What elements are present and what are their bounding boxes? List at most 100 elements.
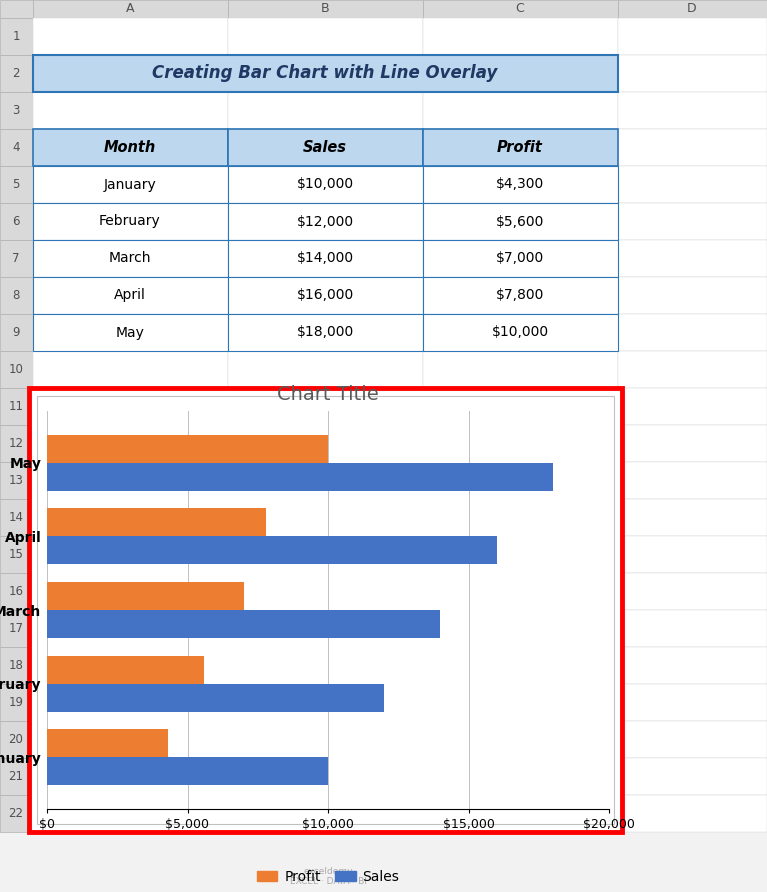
FancyBboxPatch shape [618, 314, 767, 351]
Bar [47, 610, 440, 638]
FancyBboxPatch shape [0, 573, 33, 610]
Text: Sales: Sales [303, 140, 347, 155]
FancyBboxPatch shape [0, 758, 33, 795]
Text: 1: 1 [12, 30, 20, 43]
Text: March: March [109, 252, 151, 266]
Text: February: February [99, 214, 161, 228]
FancyBboxPatch shape [0, 499, 33, 536]
FancyBboxPatch shape [228, 536, 423, 573]
FancyBboxPatch shape [423, 610, 618, 647]
FancyBboxPatch shape [0, 166, 33, 203]
Text: $10,000: $10,000 [492, 326, 548, 340]
FancyBboxPatch shape [618, 129, 767, 166]
FancyBboxPatch shape [33, 166, 228, 203]
FancyBboxPatch shape [33, 573, 228, 610]
FancyBboxPatch shape [423, 129, 618, 166]
Text: 19: 19 [8, 696, 24, 709]
FancyBboxPatch shape [228, 203, 423, 240]
FancyBboxPatch shape [33, 129, 228, 166]
FancyBboxPatch shape [228, 277, 423, 314]
Bar [47, 730, 168, 757]
Text: C: C [515, 3, 525, 15]
FancyBboxPatch shape [228, 240, 423, 277]
FancyBboxPatch shape [228, 388, 423, 425]
Text: $14,000: $14,000 [296, 252, 354, 266]
FancyBboxPatch shape [423, 314, 618, 351]
Text: 8: 8 [12, 289, 20, 302]
FancyBboxPatch shape [33, 758, 228, 795]
FancyBboxPatch shape [33, 240, 228, 277]
Bar [47, 656, 204, 683]
FancyBboxPatch shape [33, 18, 228, 55]
Bar [47, 434, 328, 463]
Text: exceldemy
EXCEL · DATA · BI: exceldemy EXCEL · DATA · BI [290, 867, 367, 887]
FancyBboxPatch shape [33, 499, 228, 536]
FancyBboxPatch shape [618, 92, 767, 129]
FancyBboxPatch shape [33, 795, 228, 832]
FancyBboxPatch shape [618, 388, 767, 425]
Bar [47, 536, 496, 565]
FancyBboxPatch shape [618, 425, 767, 462]
Title: Chart Title: Chart Title [277, 384, 379, 404]
FancyBboxPatch shape [423, 795, 618, 832]
FancyBboxPatch shape [423, 314, 618, 351]
FancyBboxPatch shape [618, 758, 767, 795]
FancyBboxPatch shape [0, 388, 33, 425]
FancyBboxPatch shape [33, 462, 228, 499]
FancyBboxPatch shape [33, 610, 228, 647]
FancyBboxPatch shape [33, 277, 228, 314]
Text: $18,000: $18,000 [296, 326, 354, 340]
FancyBboxPatch shape [33, 314, 228, 351]
FancyBboxPatch shape [423, 240, 618, 277]
FancyBboxPatch shape [0, 129, 33, 166]
FancyBboxPatch shape [618, 684, 767, 721]
FancyBboxPatch shape [33, 684, 228, 721]
Text: 5: 5 [12, 178, 20, 191]
Text: $5,600: $5,600 [495, 214, 545, 228]
FancyBboxPatch shape [0, 277, 33, 314]
FancyBboxPatch shape [0, 55, 33, 92]
Text: 15: 15 [8, 548, 24, 561]
FancyBboxPatch shape [618, 166, 767, 203]
FancyBboxPatch shape [228, 92, 423, 129]
Text: 12: 12 [8, 437, 24, 450]
FancyBboxPatch shape [423, 55, 618, 92]
FancyBboxPatch shape [228, 129, 423, 166]
FancyBboxPatch shape [228, 166, 423, 203]
FancyBboxPatch shape [618, 536, 767, 573]
FancyBboxPatch shape [33, 425, 228, 462]
FancyBboxPatch shape [618, 277, 767, 314]
Text: 13: 13 [8, 474, 24, 487]
Text: 17: 17 [8, 622, 24, 635]
FancyBboxPatch shape [33, 203, 228, 240]
FancyBboxPatch shape [33, 314, 228, 351]
FancyBboxPatch shape [423, 721, 618, 758]
FancyBboxPatch shape [423, 351, 618, 388]
Bar [47, 757, 328, 786]
FancyBboxPatch shape [33, 92, 228, 129]
Text: 21: 21 [8, 770, 24, 783]
Text: January: January [104, 178, 156, 192]
FancyBboxPatch shape [228, 277, 423, 314]
FancyBboxPatch shape [33, 536, 228, 573]
FancyBboxPatch shape [618, 647, 767, 684]
FancyBboxPatch shape [423, 0, 618, 18]
FancyBboxPatch shape [423, 92, 618, 129]
FancyBboxPatch shape [228, 314, 423, 351]
FancyBboxPatch shape [0, 721, 33, 758]
FancyBboxPatch shape [423, 277, 618, 314]
Text: B: B [321, 3, 329, 15]
FancyBboxPatch shape [618, 499, 767, 536]
Text: $7,800: $7,800 [495, 288, 545, 302]
Bar [47, 463, 553, 491]
Text: A: A [126, 3, 134, 15]
FancyBboxPatch shape [228, 351, 423, 388]
FancyBboxPatch shape [228, 795, 423, 832]
FancyBboxPatch shape [0, 795, 33, 832]
Text: D: D [687, 3, 696, 15]
FancyBboxPatch shape [228, 610, 423, 647]
FancyBboxPatch shape [228, 721, 423, 758]
FancyBboxPatch shape [0, 203, 33, 240]
FancyBboxPatch shape [228, 240, 423, 277]
FancyBboxPatch shape [0, 314, 33, 351]
